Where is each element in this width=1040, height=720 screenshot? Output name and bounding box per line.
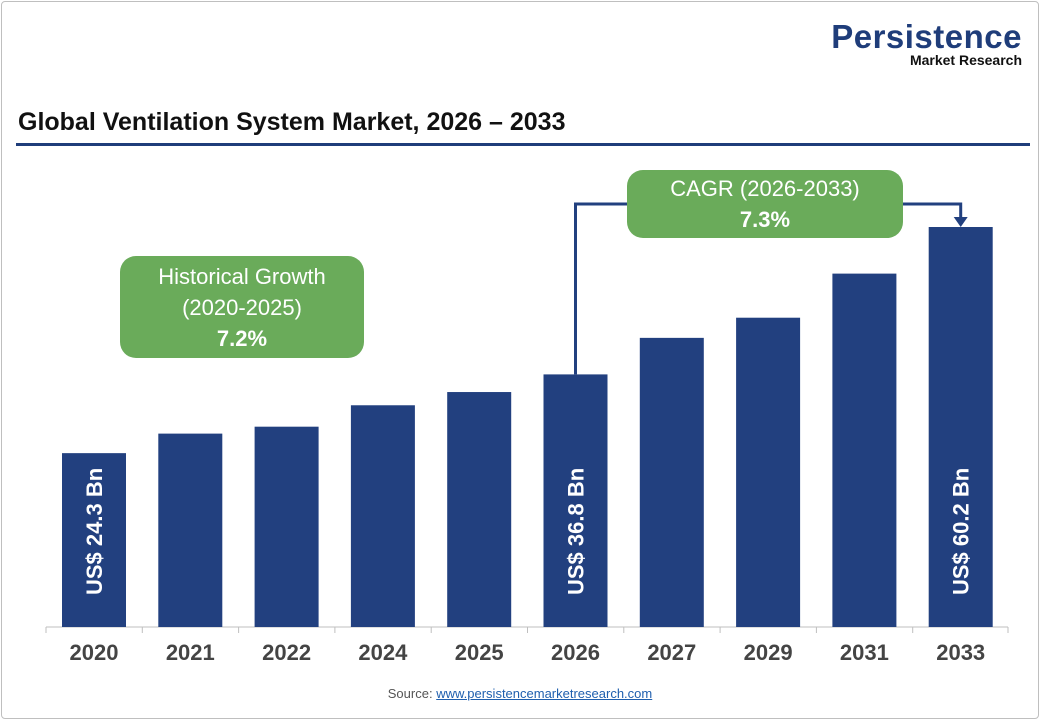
x-tick-label: 2025 — [455, 640, 504, 665]
x-tick-label: 2026 — [551, 640, 600, 665]
logo: Persistence — [831, 18, 1022, 55]
bar-2022 — [254, 426, 319, 627]
source-link[interactable]: www.persistencemarketresearch.com — [436, 686, 653, 701]
x-tick-label: 2020 — [70, 640, 119, 665]
arrowhead-icon — [953, 217, 968, 227]
x-tick-label: 2021 — [166, 640, 215, 665]
title-divider — [16, 143, 1030, 146]
chart-title: Global Ventilation System Market, 2026 –… — [18, 108, 566, 136]
historical-growth-callout: Historical Growth (2020-2025) 7.2% — [120, 256, 364, 358]
data-label-2033: US$ 60.2 Bn — [949, 468, 974, 595]
historical-label: Historical Growth — [158, 264, 326, 289]
bar-2029 — [736, 317, 801, 627]
bar-2025 — [447, 392, 512, 627]
x-tick-label: 2022 — [262, 640, 311, 665]
cagr-value: 7.3% — [739, 207, 791, 232]
source-label: Source: — [387, 686, 433, 701]
x-tick-label: 2033 — [936, 640, 985, 665]
x-tick-label: 2024 — [358, 640, 408, 665]
historical-period: (2020-2025) — [182, 295, 302, 320]
x-tick-label: 2031 — [840, 640, 889, 665]
bar-2031 — [832, 273, 897, 627]
data-label-2026: US$ 36.8 Bn — [564, 468, 589, 595]
x-tick-label: 2029 — [744, 640, 793, 665]
historical-value: 7.2% — [216, 326, 268, 351]
bar-2021 — [158, 433, 223, 627]
bar-2020 — [62, 453, 126, 627]
logo-subtitle: Market Research — [909, 52, 1022, 68]
bar-2033 — [928, 227, 993, 627]
cagr-label: CAGR (2026-2033) — [670, 176, 860, 201]
bar-2027 — [639, 337, 704, 627]
data-label-2020: US$ 24.3 Bn — [82, 468, 107, 595]
x-tick-label: 2027 — [647, 640, 696, 665]
cagr-callout: CAGR (2026-2033) 7.3% — [627, 170, 903, 238]
bar-2026 — [543, 374, 608, 627]
bar-2024 — [350, 405, 415, 627]
source-note: Source: www.persistencemarketresearch.co… — [0, 686, 1040, 701]
